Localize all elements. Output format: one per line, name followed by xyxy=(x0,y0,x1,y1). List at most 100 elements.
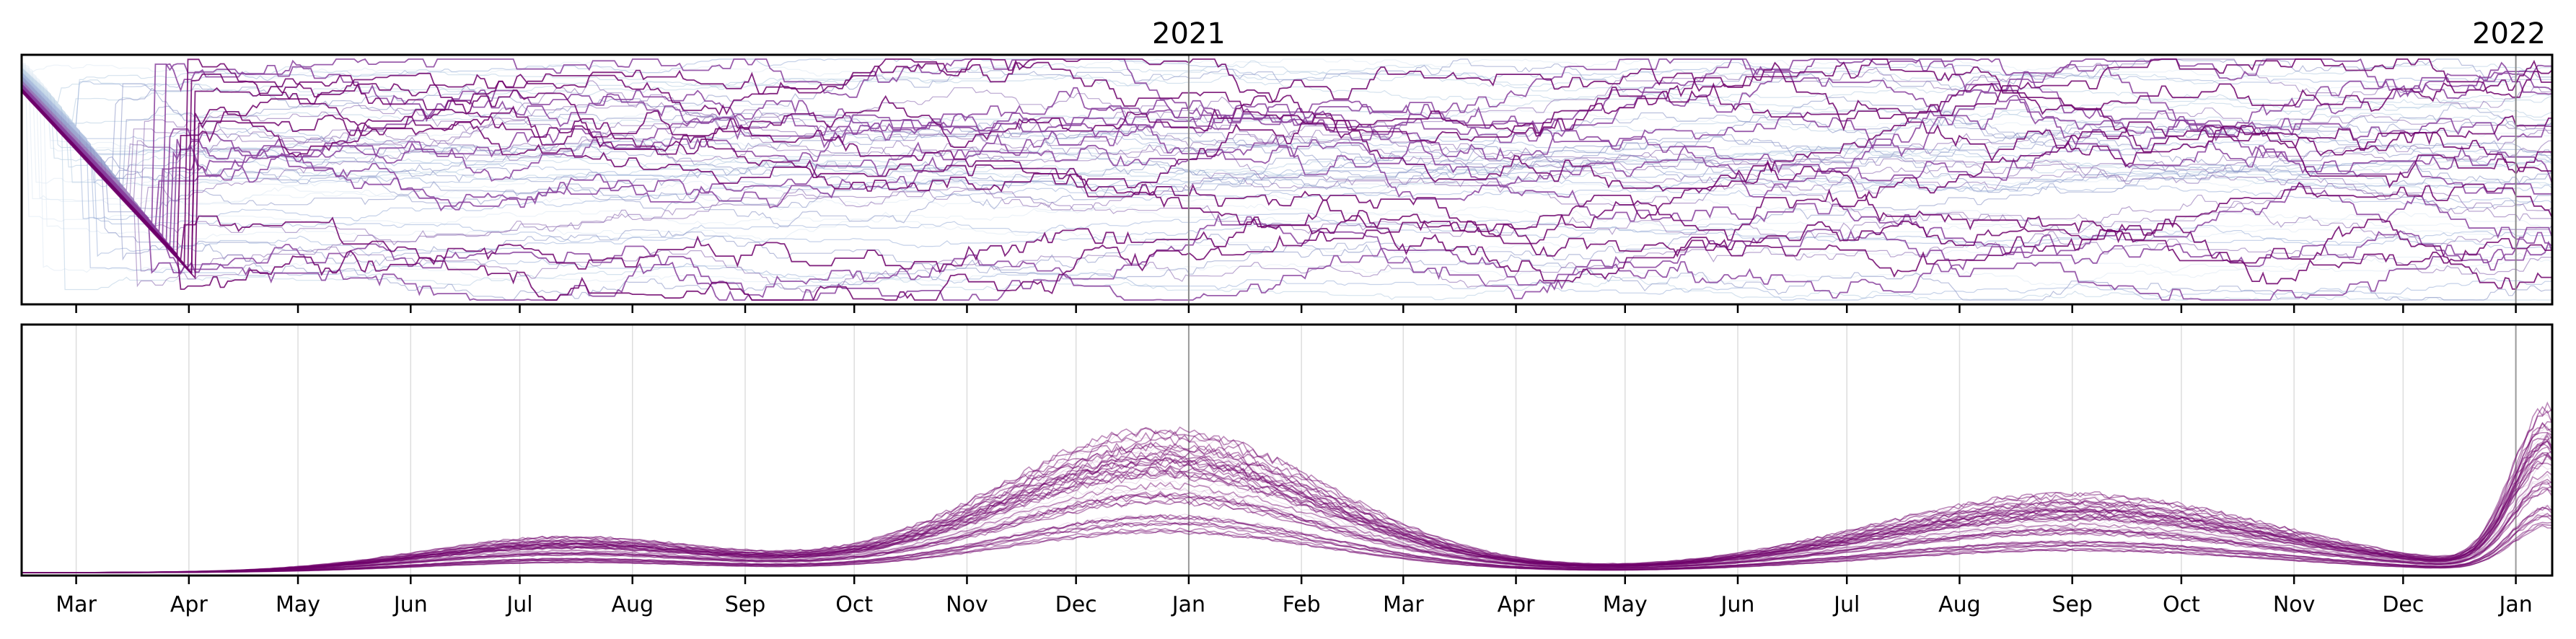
year-labels: 2021 2022 xyxy=(1152,17,2546,50)
rank-series-line xyxy=(21,81,2552,288)
level-x-tick-label: Sep xyxy=(2052,592,2093,617)
rank-series-line xyxy=(21,58,2552,92)
level-series-line xyxy=(22,452,2553,573)
rank-series-line xyxy=(21,84,2553,301)
level-series-line xyxy=(22,451,2553,573)
rank-series-line xyxy=(21,72,2552,290)
rank-year-lines xyxy=(1187,55,2517,304)
level-x-ticks: Mar Apr May Jun Jul Aug Sep Oct Nov Dec Jan Feb Mar A… xyxy=(56,576,2533,617)
level-series-line xyxy=(22,458,2553,573)
rank-series-line xyxy=(21,83,2553,246)
rank-series-line xyxy=(21,65,2553,286)
rank-series-line xyxy=(21,80,2552,234)
rank-series-line xyxy=(21,71,2552,252)
level-series-line xyxy=(22,512,2553,573)
level-series-line xyxy=(22,446,2553,573)
year-label: 2022 xyxy=(2472,17,2546,50)
level-x-tick-label: May xyxy=(276,592,320,617)
rank-series-group xyxy=(21,58,2553,301)
level-series-line xyxy=(22,439,2553,573)
level-series-line xyxy=(22,516,2553,573)
level-x-tick-label: Apr xyxy=(1498,592,1536,617)
rank-series-line xyxy=(21,77,2553,181)
level-series-line xyxy=(22,481,2553,573)
level-series-line xyxy=(22,505,2553,573)
level-x-tick-label: Sep xyxy=(725,592,766,617)
level-series-group xyxy=(22,401,2553,573)
level-x-tick-label: Aug xyxy=(611,592,654,617)
level-x-tick-label: Jan xyxy=(2497,592,2532,617)
level-series-line xyxy=(22,515,2553,573)
level-series-line xyxy=(22,413,2553,573)
level-series-line xyxy=(22,481,2553,573)
level-series-line xyxy=(22,474,2553,573)
rank-series-line xyxy=(21,90,2552,275)
level-series-line xyxy=(22,478,2553,573)
level-series-line xyxy=(22,434,2553,573)
rank-series-line xyxy=(21,86,2553,301)
level-series-line xyxy=(22,452,2553,573)
rank-series-line xyxy=(21,58,2553,270)
rank-series-line xyxy=(21,76,2552,227)
level-panel-frame xyxy=(20,323,2554,577)
level-x-tick-label: Mar xyxy=(56,592,97,617)
level-series-line xyxy=(22,432,2553,573)
level-series-line xyxy=(22,431,2553,573)
level-series-line xyxy=(22,421,2553,573)
rank-series-line xyxy=(21,74,2552,257)
rank-panel: 2021 2022 xyxy=(20,17,2554,313)
rank-x-ticks xyxy=(75,304,2517,313)
level-panel: Mar Apr May Jun Jul Aug Sep Oct Nov Dec Jan Feb Mar A… xyxy=(20,323,2554,617)
level-gridlines xyxy=(75,325,2517,576)
level-x-tick-label: Aug xyxy=(1938,592,1981,617)
level-series-line xyxy=(22,504,2553,573)
level-series-line xyxy=(22,462,2553,573)
level-series-line xyxy=(22,485,2553,573)
level-series-line xyxy=(22,422,2553,573)
rank-series-line xyxy=(21,84,2553,271)
level-x-tick-label: Oct xyxy=(835,592,873,617)
level-series-line xyxy=(22,485,2553,573)
rank-series-line xyxy=(21,75,2552,191)
rank-series-line xyxy=(21,76,2552,185)
level-series-line xyxy=(22,401,2553,573)
rank-series-line xyxy=(21,88,2553,278)
level-x-tick-label: Nov xyxy=(946,592,988,617)
level-series-line xyxy=(22,454,2553,573)
level-series-line xyxy=(22,524,2553,573)
rank-series-line xyxy=(21,69,2552,190)
level-series-line xyxy=(22,506,2553,573)
level-x-tick-label: Oct xyxy=(2163,592,2200,617)
level-series-line xyxy=(22,442,2553,573)
rank-series-line xyxy=(21,58,2552,192)
level-series-line xyxy=(22,436,2553,573)
rank-series-line xyxy=(21,74,2553,205)
rank-series-line xyxy=(21,60,2553,127)
level-x-tick-label: Jun xyxy=(1720,592,1755,617)
level-series-line xyxy=(22,435,2553,573)
level-series-line xyxy=(22,524,2553,573)
level-series-line xyxy=(22,451,2553,573)
rank-series-line xyxy=(21,78,2552,301)
level-series-line xyxy=(22,436,2553,573)
level-series-line xyxy=(22,488,2553,573)
rank-series-line xyxy=(21,58,2552,276)
level-series-line xyxy=(22,405,2553,573)
level-x-tick-label: May xyxy=(1603,592,1648,617)
level-x-tick-label: Jul xyxy=(1832,592,1860,617)
level-x-tick-label: Jun xyxy=(392,592,428,617)
level-x-tick-label: Nov xyxy=(2273,592,2316,617)
rank-series-line xyxy=(21,58,2553,247)
rank-series-line xyxy=(21,66,2552,152)
level-series-line xyxy=(22,410,2553,573)
level-series-line xyxy=(22,470,2553,573)
rank-series-line xyxy=(21,58,2553,238)
level-x-tick-label: Dec xyxy=(2382,592,2424,617)
rank-series-line xyxy=(21,63,2552,123)
rank-panel-frame xyxy=(20,53,2554,306)
level-x-tick-label: Jan xyxy=(1171,592,1205,617)
rank-series-line xyxy=(21,82,2553,214)
level-x-tick-label: Dec xyxy=(1055,592,1097,617)
level-series-line xyxy=(22,425,2553,573)
